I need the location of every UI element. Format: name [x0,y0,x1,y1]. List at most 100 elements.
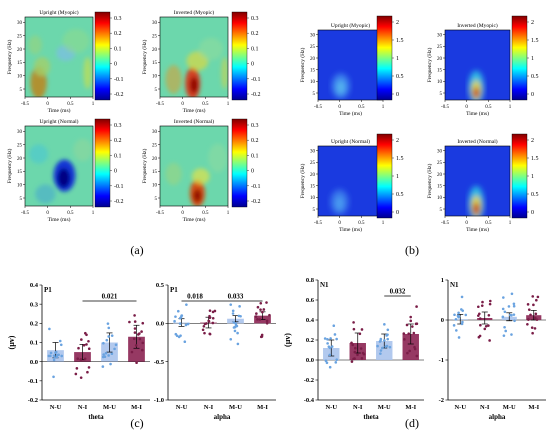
b-colorbar-tick: 1.5 [396,38,404,44]
bar-chart-ytick: 0.1 [30,340,38,347]
b-map-ytick: 25 [310,45,316,50]
data-point [487,324,490,327]
bar-chart-ytick: 0.3 [30,301,39,308]
data-point [533,316,537,320]
data-point [259,308,262,311]
data-point [231,309,235,313]
bar-chart-ytick: -0.2 [28,397,38,404]
data-point [488,302,492,306]
data-point [502,334,506,337]
b-map-ytick: 25 [437,161,443,166]
b-map-ytick: 15 [437,68,443,73]
b-colorbar-tick: 1 [396,174,399,180]
bar-M-I [128,336,145,362]
bar-chart-ytick: 0.2 [306,337,314,344]
data-point [256,318,259,321]
bar-chart-category: M-U [229,404,242,411]
data-point [105,338,109,342]
a-map-xtick: 1 [227,211,230,216]
data-point [534,312,538,316]
data-point [526,323,529,326]
a-map-xtick: 0.5 [202,102,209,107]
data-point [87,339,90,343]
bar-chart-xlabel: theta [363,413,379,421]
data-point [260,333,264,337]
data-point [208,309,212,312]
a-map-ytick: 20 [152,48,158,53]
data-point [201,328,205,332]
data-point [137,333,140,336]
bar-chart-tag: N1 [320,281,329,289]
a-colorbar-tick: 0.3 [114,123,122,129]
a-map-xtick: -0.5 [21,102,29,107]
a-colorbar-tick: -0.1 [251,77,261,83]
data-point [239,314,242,318]
data-point [477,335,481,339]
a-colorbar-tick: -0.2 [251,199,261,205]
data-point [178,322,182,325]
data-point [104,351,108,355]
a-map-xlabel: Time (ms) [183,107,206,114]
data-point [510,333,513,336]
bar-chart-ytick: 0.5 [156,282,165,289]
a-colorbar-tick: -0.1 [114,184,124,190]
b-map-ytick: 5 [313,92,316,97]
data-point [332,324,336,328]
b-colorbar-0: 2 1.5 1 0.5 0 [376,15,404,101]
a-map-blob [28,35,42,55]
data-point [259,301,263,305]
data-point [174,315,177,318]
a-map-xtick: 0 [46,102,49,107]
panel-label-b: (b) [405,243,419,257]
a-map-xtick: -0.5 [21,211,29,216]
data-point [141,321,145,325]
data-point [179,334,182,337]
data-point [405,323,409,327]
data-point [536,295,540,299]
data-point [464,313,468,317]
data-point [384,345,387,348]
data-point [231,312,235,315]
a-map-3: Inverted (Normal) 5 10 15 20 25 30 -0.5 0 0.5 1 Tim… [141,118,230,223]
b-colorbar-tick: 0.5 [531,192,539,198]
data-point [360,328,364,331]
data-point [330,345,334,348]
data-point [415,354,419,358]
data-point [529,313,532,317]
data-point [379,349,383,352]
data-point [334,361,338,364]
bar-chart-2: 0.8 0.6 0.4 0.2 0.0 -0.2 -0.4 N-U N-I M-U M-I theta… [283,277,424,421]
bar-chart-ytick: 0.0 [306,357,314,364]
b-map-ytick: 15 [310,68,316,73]
a-map-ytick: 10 [152,74,158,79]
b-map-ytick: 15 [437,184,443,189]
a-map-ytick: 15 [17,61,23,66]
a-map-blob [62,29,90,53]
a-map-frame [24,125,94,207]
bar-chart-ytick: -2 [439,397,444,404]
data-point [59,343,63,347]
b-map-ytick: 30 [437,33,443,38]
data-point [255,312,258,315]
a-colorbar-3: 0.3 0.2 0.1 0 -0.1 -0.2 [231,118,261,208]
a-colorbar-gradient [231,11,248,101]
data-point [113,347,116,351]
data-point [329,337,332,340]
a-map-blob [57,168,70,188]
b-colorbar-tick: 2 [396,20,399,26]
data-point [141,341,145,345]
data-point [54,350,58,354]
a-map-title: Upright (Myopic) [39,9,78,16]
data-point [323,337,327,340]
bar-chart-xlabel: theta [88,413,104,421]
panel-label-d: (d) [405,416,419,430]
a-colorbar-tick: -0.2 [114,92,124,98]
a-colorbar-tick: 0.1 [251,46,259,52]
a-map-ytick: 15 [152,170,158,175]
data-point [487,313,491,317]
a-map-blob [33,57,51,77]
a-colorbar-tick: 0.1 [114,46,122,52]
b-map-xtick: -0.5 [314,221,322,226]
a-colorbar-tick: -0.2 [251,92,261,98]
b-map-1: Inverted (Myopic) 5 10 15 20 25 30 -0.5 0 0.5 1 Tim… [426,22,512,117]
